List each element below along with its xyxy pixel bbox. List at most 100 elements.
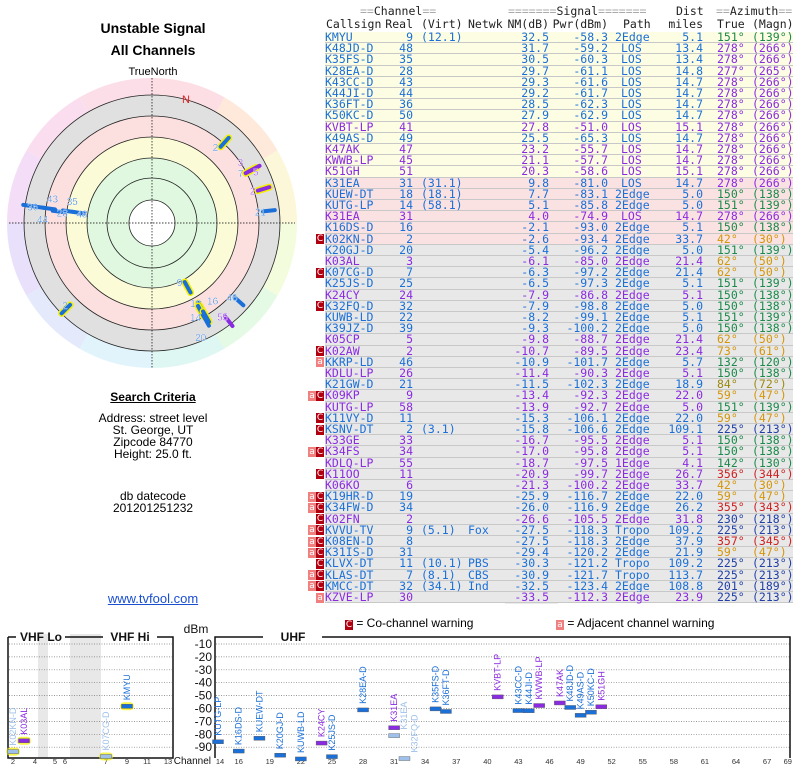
- station-row[interactable]: K28EA-D 28 29.7 -61.1 LOS 14.8 277° (265°): [325, 65, 794, 77]
- station-row[interactable]: KLVX-DT 11 (10.1) PBS -30.3 -121.2 Tropo 109.2 2…: [325, 558, 794, 570]
- azimuth-magnetic: (47°): [752, 545, 787, 560]
- station-row[interactable]: K32FQ-D 32 -7.9 -98.8 2Edge 5.0 150° (138°): [325, 300, 794, 312]
- station-row[interactable]: K33GE 33 -16.7 -95.5 2Edge 5.1 150° (138°): [325, 434, 794, 447]
- station-marker-label: 7: [238, 169, 244, 180]
- azimuth-true: 59°: [717, 410, 738, 425]
- power: -121.7: [566, 567, 608, 582]
- station-bar-label: K31EA: [389, 694, 399, 722]
- station-row[interactable]: KMYU 9 (12.1) 32.5 -58.3 2Edge 5.1 151° (139°): [325, 31, 794, 44]
- vhf-frame: [7, 636, 174, 759]
- azimuth-true: 278°: [717, 209, 745, 224]
- station-row[interactable]: K34FW-D 34 -26.0 -116.9 2Edge 26.2 355° (343°): [325, 500, 794, 515]
- station-row[interactable]: KUEW-DT 18 (18.1) 7.7 -83.1 2Edge 5.0 150° (138°…: [325, 188, 794, 200]
- station-row[interactable]: K48JD-D 48 31.7 -59.2 LOS 13.4 278° (266°): [325, 41, 794, 56]
- adjacent-channel-warning-icon: a: [308, 536, 316, 547]
- station-row[interactable]: KDLU-LP 26 -11.4 -90.3 2Edge 5.1 150° (138°): [325, 366, 794, 380]
- station-row[interactable]: KUTG-LP 58 -13.9 -92.7 2Edge 5.0 151° (139°): [325, 399, 794, 414]
- station-row[interactable]: K51GH 51 20.3 -58.6 LOS 15.1 278° (266°): [325, 164, 794, 179]
- station-row[interactable]: K09KP 9 -13.4 -92.3 2Edge 22.0 59° (47°): [325, 388, 793, 403]
- real-channel: 5: [406, 332, 413, 347]
- real-channel: 34: [399, 500, 413, 515]
- noise-margin: 30.5: [521, 52, 549, 67]
- real-channel: 39: [399, 321, 413, 336]
- azimuth-magnetic: (266°): [752, 41, 794, 56]
- station-row[interactable]: K49AS-D 49 25.5 -65.3 LOS 14.7 278° (266°): [325, 132, 794, 144]
- station-row[interactable]: KLAS-DT 7 (8.1) CBS -30.9 -121.7 Tropo 113.7 225…: [325, 567, 794, 582]
- azimuth-magnetic: (266°): [752, 74, 794, 89]
- azimuth-magnetic: (138°): [752, 287, 794, 302]
- station-row[interactable]: K34FS 34 -17.0 -95.8 2Edge 5.1 150° (138°): [325, 444, 794, 459]
- station-row[interactable]: K36FT-D 36 28.5 -62.3 LOS 14.7 278° (266°): [325, 98, 794, 111]
- noise-margin: 23.2: [521, 142, 549, 156]
- noise-margin: -33.5: [514, 590, 549, 604]
- station-row[interactable]: K06KO 6 -21.3 -100.2 2Edge 33.7 42° (30°): [325, 479, 793, 492]
- station-row[interactable]: K39JZ-D 39 -9.3 -100.2 2Edge 5.0 150° (138°): [325, 321, 794, 336]
- station-bar-label: K48JD-D: [565, 664, 575, 701]
- callsign: K34FS: [325, 444, 360, 459]
- real-channel: 2: [406, 343, 413, 358]
- station-row[interactable]: K19HR-D 19 -25.9 -116.7 2Edge 22.0 59° (47°): [325, 489, 793, 504]
- station-row[interactable]: K24CY 24 -7.9 -86.8 2Edge 5.1 150° (138°): [325, 287, 794, 302]
- station-signal-bar: [429, 706, 442, 712]
- station-marker-label-group: 43: [47, 194, 59, 205]
- unused-channel-band: [38, 634, 48, 758]
- distance: 15.1: [675, 164, 703, 179]
- noise-margin: -27.5: [514, 522, 549, 537]
- station-row[interactable]: K16DS-D 16 -2.1 -93.0 2Edge 5.1 150° (138°): [325, 222, 794, 234]
- station-row[interactable]: K43CC-D 43 29.3 -61.6 LOS 14.7 278° (266°): [325, 74, 794, 89]
- station-row[interactable]: K31EA 31 4.0 -74.9 LOS 14.7 278° (266°): [325, 209, 794, 224]
- uhf-channel-tick: 43: [514, 757, 522, 766]
- station-row[interactable]: KMCC-DT 32 (34.1) Ind -32.5 -123.4 2Edge 108.8 2…: [325, 578, 794, 593]
- station-row[interactable]: K35FS-D 35 30.5 -60.3 LOS 13.4 278° (266°): [325, 52, 794, 67]
- station-row[interactable]: KSNV-DT 2 (3.1) -15.8 -106.6 2Edge 109.1 225° (2…: [325, 423, 794, 436]
- station-row[interactable]: KVVU-TV 9 (5.1) Fox -27.5 -118.3 Tropo 109.2 225…: [325, 522, 794, 537]
- station-row[interactable]: KUWB-LD 22 -8.2 -99.1 2Edge 5.1 151° (139°): [325, 311, 794, 324]
- station-row[interactable]: K31EA 31 (31.1) 9.8 -81.0 LOS 14.7 278° (266°): [325, 175, 794, 190]
- noise-margin: 21.1: [521, 153, 549, 168]
- station-row[interactable]: K20GJ-D 20 -5.4 -96.2 2Edge 5.0 151° (139°): [325, 244, 794, 256]
- station-row[interactable]: KUTG-LP 14 (58.1) 5.1 -85.8 2Edge 5.0 151° (139°…: [325, 199, 794, 212]
- station-row[interactable]: K25JS-D 25 -6.5 -97.3 2Edge 5.1 151° (139°): [325, 278, 794, 290]
- station-row[interactable]: K02FN 2 -26.6 -105.5 2Edge 31.8 230° (218°): [325, 513, 794, 525]
- station-marker-label-group: 48: [76, 209, 88, 220]
- real-channel: 26: [399, 366, 413, 380]
- station-row[interactable]: KWWB-LP 45 21.1 -57.7 LOS 14.7 278° (266°): [325, 153, 794, 168]
- power: -118.3: [566, 534, 608, 548]
- noise-margin: 9.8: [528, 175, 549, 190]
- station-row[interactable]: K07CG-D 7 -6.3 -97.2 2Edge 21.4 62° (50°): [325, 265, 793, 280]
- station-row[interactable]: K03AL 3 -6.1 -85.0 2Edge 21.4 62° (50°): [325, 254, 793, 268]
- station-row[interactable]: K50KC-D 50 27.9 -62.9 LOS 14.7 278° (266°): [325, 110, 794, 122]
- distance: 14.7: [675, 86, 703, 100]
- station-row[interactable]: K47AK 47 23.2 -55.7 LOS 14.7 278° (266°): [325, 142, 794, 156]
- station-row[interactable]: KDLQ-LP 55 -18.7 -97.5 1Edge 4.1 142° (130°): [325, 457, 794, 469]
- station-row[interactable]: KZVE-LP 30 -33.5 -112.3 2Edge 23.9 225° (213°): [325, 590, 794, 604]
- station-row[interactable]: K08EN-D 8 -27.5 -118.3 2Edge 37.9 357° (345°): [325, 534, 794, 548]
- station-row[interactable]: K44JI-D 44 29.2 -61.7 LOS 14.7 278° (266°): [325, 86, 794, 100]
- station-row[interactable]: K05CP 5 -9.8 -88.7 2Edge 21.4 62° (50°): [325, 332, 793, 347]
- co-channel-warning-icon: C: [316, 536, 324, 547]
- vhf-lo-label: VHF Lo: [20, 630, 62, 644]
- path: 2Edge: [615, 265, 650, 280]
- station-row[interactable]: K02AW 2 -10.7 -89.5 2Edge 23.4 73° (61°): [325, 343, 793, 358]
- power: -123.4: [566, 578, 608, 593]
- station-row[interactable]: K11VY-D 11 -15.3 -106.1 2Edge 22.0 59° (47°): [325, 410, 793, 425]
- station-row[interactable]: K21GW-D 21 -11.5 -102.3 2Edge 18.9 84° (72°): [325, 377, 793, 392]
- station-row[interactable]: K02KN-D 2 -2.6 -93.4 2Edge 33.7 42° (30°): [325, 233, 793, 245]
- path: LOS: [621, 153, 642, 168]
- station-bar-label: KVBT-LP: [493, 654, 503, 691]
- azimuth-true: 225°: [717, 590, 745, 604]
- noise-margin: -17.0: [514, 444, 549, 459]
- real-channel: 19: [399, 489, 413, 504]
- path: 2Edge: [615, 254, 650, 268]
- path: 2Edge: [615, 377, 650, 392]
- station-marker-label: 5: [253, 167, 259, 178]
- path: 2Edge: [615, 388, 650, 403]
- station-row[interactable]: K31IS-D 31 -29.4 -120.2 2Edge 21.9 59° (47°): [325, 545, 793, 560]
- uhf-channel-tick: 37: [452, 757, 460, 766]
- station-row[interactable]: KVBT-LP 41 27.8 -51.0 LOS 15.1 278° (266°): [325, 121, 794, 133]
- station-row[interactable]: K11OO 11 -20.9 -99.7 2Edge 26.7 356° (344°): [325, 468, 794, 480]
- noise-margin: -13.9: [514, 399, 549, 414]
- tvfool-link[interactable]: www.tvfool.com: [107, 591, 199, 606]
- station-row[interactable]: KKRP-LD 46 -10.9 -101.7 2Edge 5.7 132° (120°): [325, 356, 794, 368]
- station-bar-label-group: K28EA-D: [358, 666, 368, 704]
